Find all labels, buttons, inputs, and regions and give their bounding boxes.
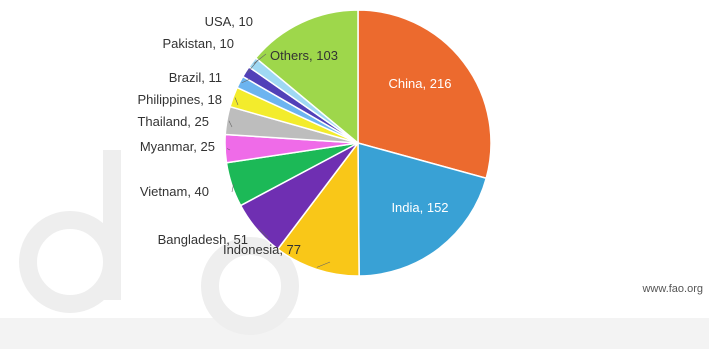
slice-label-brazil: Brazil, 11 <box>169 70 222 85</box>
leader-line-pakistan <box>247 59 259 73</box>
slice-label-vietnam: Vietnam, 40 <box>140 184 209 199</box>
leader-line-thailand <box>228 120 233 128</box>
leader-line-myanmar <box>226 148 231 151</box>
leader-line-bangladesh <box>258 227 269 239</box>
pie-slice-others <box>254 9 359 145</box>
pie-slice-indonesia <box>276 140 360 277</box>
slice-labels: China, 216 India, 152 Indonesia, 77Banglad… <box>137 14 451 257</box>
leader-line-brazil <box>241 78 251 84</box>
leader-line-usa <box>253 53 267 64</box>
leader-lines <box>226 53 331 268</box>
slice-label-thailand: Thailand, 25 <box>137 114 209 129</box>
slice-label-myanmar: Myanmar, 25 <box>140 139 215 154</box>
watermark-circle-left <box>19 211 121 313</box>
slice-label-india: India, 152 <box>391 200 448 215</box>
slice-label-bangladesh: Bangladesh, 51 <box>158 232 248 247</box>
slice-label-others: Others, 103 <box>270 48 338 63</box>
source-credit: www.fao.org <box>641 283 703 295</box>
watermark <box>0 150 709 349</box>
pie-slices <box>224 9 492 277</box>
watermark-circle-right <box>201 237 299 335</box>
slice-label-china: China, 216 <box>389 76 452 91</box>
slice-label-indonesia: Indonesia, 77 <box>223 242 301 257</box>
leader-line-indonesia <box>316 261 331 268</box>
slice-label-usa: USA, 10 <box>205 14 253 29</box>
pie-slice-india <box>357 142 488 277</box>
leader-line-vietnam <box>231 184 234 193</box>
pie-slice-china <box>357 9 492 180</box>
slice-label-pakistan: Pakistan, 10 <box>162 36 234 51</box>
leader-line-philippines <box>234 97 239 106</box>
bottom-band <box>0 318 709 349</box>
slice-label-philippines: Philippines, 18 <box>137 92 222 107</box>
